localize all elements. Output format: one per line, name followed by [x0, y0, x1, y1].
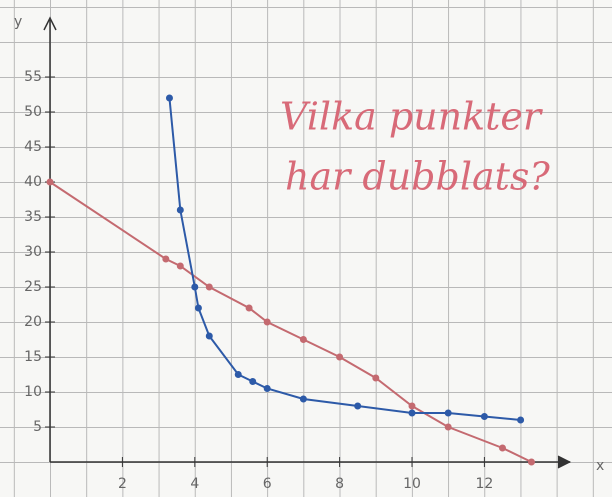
- data-point: [235, 371, 242, 378]
- data-point: [528, 459, 535, 466]
- data-point: [300, 336, 307, 343]
- x-tick-label: 4: [190, 476, 199, 492]
- y-tick-label: 35: [24, 209, 42, 225]
- data-point: [264, 385, 271, 392]
- data-line: [169, 98, 520, 420]
- data-point: [354, 403, 361, 410]
- y-tick-label: 45: [24, 139, 42, 155]
- data-point: [300, 396, 307, 403]
- data-point: [409, 403, 416, 410]
- data-point: [409, 410, 416, 417]
- annotation: Vilka punkter: [280, 95, 544, 139]
- y-tick-label: 5: [33, 419, 42, 435]
- data-point: [372, 375, 379, 382]
- y-tick-label: 15: [24, 349, 42, 365]
- y-tick-label: 20: [24, 314, 42, 330]
- data-point: [336, 354, 343, 361]
- y-tick-label: 10: [24, 384, 42, 400]
- data-point: [162, 256, 169, 263]
- data-point: [195, 305, 202, 312]
- x-axis-label: x: [596, 458, 604, 474]
- x-tick-label: 12: [475, 476, 493, 492]
- annotation: har dubblats?: [285, 155, 550, 199]
- data-point: [166, 95, 173, 102]
- data-line: [50, 182, 531, 462]
- data-point: [47, 179, 54, 186]
- y-tick-label: 30: [24, 244, 42, 260]
- y-axis-label: y: [14, 14, 22, 30]
- data-point: [177, 263, 184, 270]
- data-point: [481, 413, 488, 420]
- data-point: [177, 207, 184, 214]
- x-tick-label: 10: [403, 476, 421, 492]
- y-tick-label: 40: [24, 174, 42, 190]
- x-arrow: [558, 456, 570, 468]
- photo: Vilka punkter har dubblats? y x 5 10 15 20 2…: [0, 0, 612, 497]
- data-point: [445, 424, 452, 431]
- data-point: [249, 378, 256, 385]
- y-tick-label: 55: [24, 69, 42, 85]
- data-point: [246, 305, 253, 312]
- data-point: [206, 284, 213, 291]
- data-point: [499, 445, 506, 452]
- data-point: [445, 410, 452, 417]
- x-tick-label: 2: [118, 476, 127, 492]
- x-tick-label: 6: [263, 476, 272, 492]
- data-point: [517, 417, 524, 424]
- x-tick-label: 8: [335, 476, 344, 492]
- data-point: [264, 319, 271, 326]
- data-point: [206, 333, 213, 340]
- y-tick-label: 25: [24, 279, 42, 295]
- data-point: [191, 284, 198, 291]
- y-tick-label: 50: [24, 104, 42, 120]
- chart: Vilka punkter har dubblats? y x 5 10 15 20 2…: [0, 0, 612, 497]
